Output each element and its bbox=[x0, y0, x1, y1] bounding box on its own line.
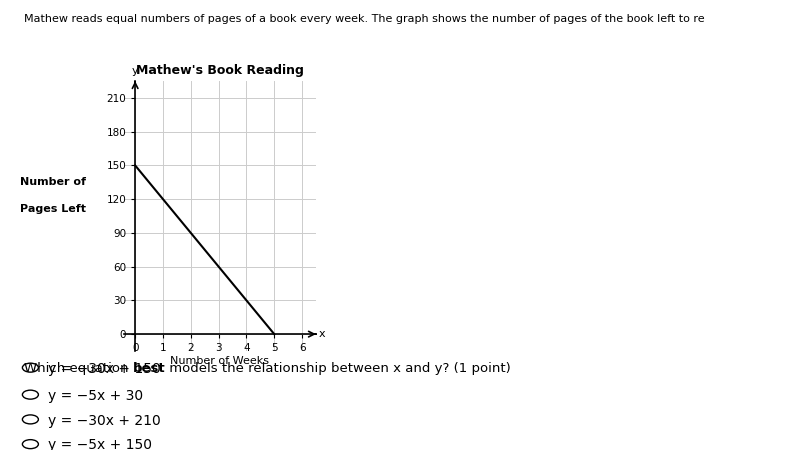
Text: Pages Left: Pages Left bbox=[20, 204, 86, 214]
X-axis label: Number of Weeks: Number of Weeks bbox=[170, 356, 270, 366]
Text: models the relationship between x and y? (1 point): models the relationship between x and y?… bbox=[166, 362, 511, 375]
Text: y = −5x + 30: y = −5x + 30 bbox=[48, 389, 143, 403]
Text: Which equation: Which equation bbox=[24, 362, 133, 375]
Text: x: x bbox=[318, 329, 325, 339]
Text: y = −30x + 150: y = −30x + 150 bbox=[48, 362, 161, 376]
Text: y = −30x + 210: y = −30x + 210 bbox=[48, 414, 161, 428]
Text: Number of: Number of bbox=[20, 177, 86, 187]
Text: y = −5x + 150: y = −5x + 150 bbox=[48, 438, 152, 450]
Text: best: best bbox=[133, 362, 166, 375]
Title: Mathew's Book Reading: Mathew's Book Reading bbox=[136, 64, 304, 77]
Text: Mathew reads equal numbers of pages of a book every week. The graph shows the nu: Mathew reads equal numbers of pages of a… bbox=[24, 14, 705, 23]
Text: y: y bbox=[132, 67, 138, 76]
